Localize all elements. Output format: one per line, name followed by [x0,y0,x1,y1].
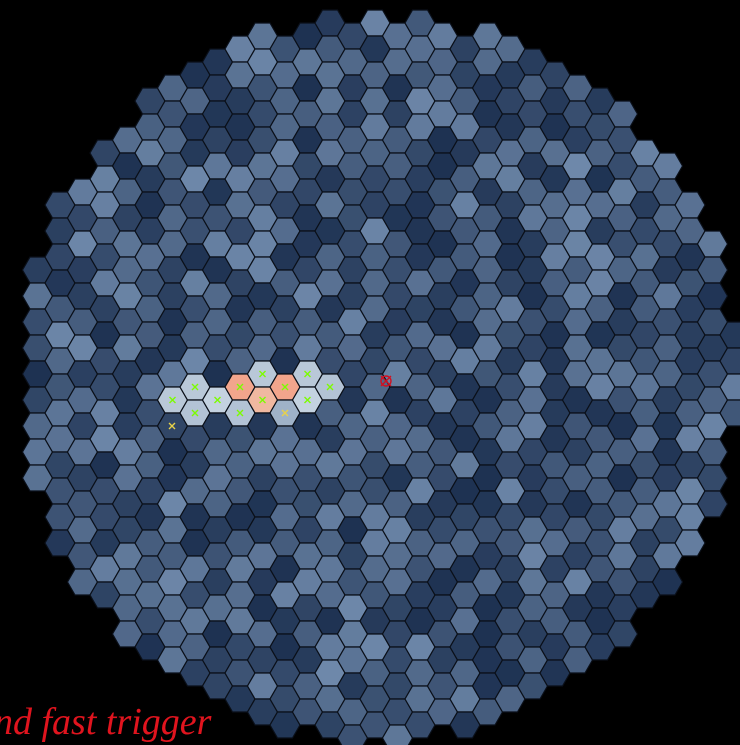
camera [0,0,740,745]
caption: nd fast trigger [0,700,211,744]
event-display: nd fast trigger [0,0,740,745]
